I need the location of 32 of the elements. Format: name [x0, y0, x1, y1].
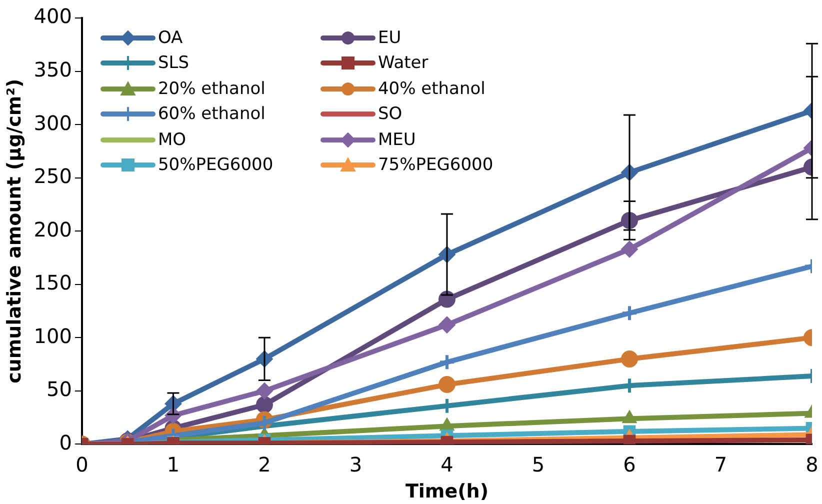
legend-label: OA	[158, 28, 183, 48]
y-tick-label: 350	[34, 57, 72, 82]
x-tick-label: 8	[806, 452, 818, 476]
y-tick-label: 0	[59, 430, 72, 454]
legend-label: 60% ethanol	[158, 104, 266, 124]
legend-label: EU	[378, 28, 402, 48]
y-tick-label: 200	[34, 217, 72, 242]
y-tick-label: 150	[34, 270, 72, 295]
y-tick-label: 400	[34, 4, 72, 28]
legend-label: 50%PEG6000	[158, 155, 274, 176]
legend-label: 40% ethanol	[378, 78, 486, 99]
x-tick-label: 1	[166, 452, 180, 476]
x-tick-label: 7	[714, 452, 728, 476]
x-tick-label: 3	[349, 452, 362, 476]
x-tick-label: 6	[623, 452, 636, 476]
x-tick-label: 4	[440, 452, 454, 476]
x-axis-title: Time(h)	[405, 480, 489, 503]
legend-label: 75%PEG6000	[378, 155, 494, 176]
x-tick-label: 5	[532, 452, 545, 476]
legend-label: Water	[378, 53, 428, 74]
legend-label: SO	[378, 104, 402, 124]
y-axis-title: cumulative amount (µg/cm²)	[3, 78, 26, 384]
y-tick-label: 300	[34, 110, 72, 135]
x-tick-label: 2	[258, 452, 271, 476]
legend-label: SLS	[158, 53, 190, 74]
y-tick-label: 250	[34, 164, 72, 188]
y-tick-label: 100	[34, 324, 72, 348]
y-tick-label: 50	[46, 377, 72, 402]
legend-label: 20% ethanol	[158, 78, 266, 99]
legend-label: MEU	[378, 130, 416, 150]
legend-label: MO	[158, 130, 186, 150]
x-tick-label: 0	[76, 452, 88, 476]
